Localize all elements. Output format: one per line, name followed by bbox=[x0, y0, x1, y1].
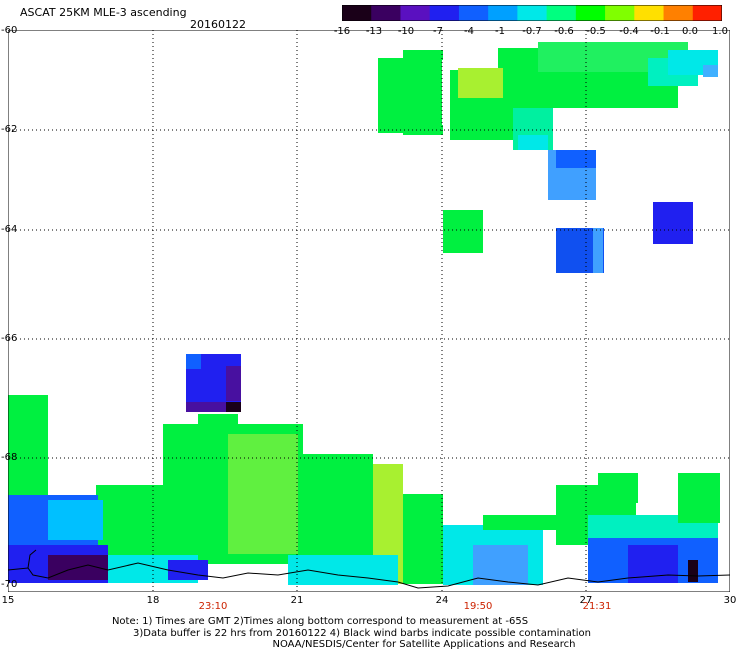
map-plot bbox=[8, 30, 730, 592]
colorbar-label: -0.1 bbox=[650, 26, 670, 37]
colorbar-segment bbox=[634, 5, 665, 21]
colorbar-segment bbox=[429, 5, 460, 21]
time-label: 19:50 bbox=[463, 601, 493, 612]
wind-cell bbox=[593, 228, 603, 273]
wind-cell bbox=[458, 68, 503, 98]
wind-cell bbox=[403, 494, 443, 584]
lat-label: -66 bbox=[1, 333, 18, 344]
wind-field bbox=[8, 42, 720, 585]
colorbar-segment bbox=[458, 5, 489, 21]
wind-cell bbox=[628, 545, 678, 583]
wind-cell bbox=[378, 58, 442, 133]
colorbar-label: 1.0 bbox=[712, 26, 728, 37]
lat-label: -64 bbox=[1, 224, 18, 235]
colorbar-label: -7 bbox=[433, 26, 443, 37]
wind-cell bbox=[48, 500, 103, 540]
wind-cell bbox=[598, 473, 638, 503]
map-date: 20160122 bbox=[190, 18, 246, 31]
colorbar bbox=[342, 5, 722, 21]
wind-cell bbox=[653, 202, 693, 244]
wind-cell bbox=[8, 395, 48, 495]
note-line-1: Note: 1) Times are GMT 2)Times along bot… bbox=[111, 616, 529, 627]
colorbar-label: -0.6 bbox=[554, 26, 574, 37]
lat-label: -68 bbox=[1, 452, 18, 463]
wind-cell bbox=[226, 402, 241, 412]
colorbar-segment bbox=[371, 5, 401, 21]
lat-label: -70 bbox=[1, 579, 18, 590]
colorbar-segment bbox=[546, 5, 577, 21]
colorbar-label: -0.7 bbox=[522, 26, 542, 37]
wind-cell bbox=[168, 560, 208, 580]
wind-cell bbox=[703, 65, 718, 77]
lon-label: 18 bbox=[146, 595, 160, 606]
wind-cell bbox=[198, 414, 238, 434]
lon-label: 21 bbox=[290, 595, 304, 606]
colorbar-segment bbox=[517, 5, 548, 21]
colorbar-segment bbox=[605, 5, 635, 21]
wind-cell bbox=[678, 473, 720, 523]
wind-cell bbox=[403, 50, 443, 60]
lat-label: -62 bbox=[1, 124, 18, 135]
wind-cell bbox=[403, 125, 443, 135]
colorbar-segment bbox=[400, 5, 431, 21]
colorbar-label: -0.5 bbox=[586, 26, 606, 37]
wind-cell bbox=[288, 555, 398, 585]
wind-cell bbox=[186, 402, 226, 412]
colorbar-label: 0.0 bbox=[682, 26, 698, 37]
wind-cell bbox=[443, 210, 483, 253]
colorbar-segment bbox=[575, 5, 606, 21]
colorbar-segment bbox=[488, 5, 518, 21]
time-label: 23:10 bbox=[198, 601, 228, 612]
colorbar-segment bbox=[342, 5, 372, 21]
wind-cell bbox=[688, 560, 698, 582]
lon-label: 24 bbox=[435, 595, 449, 606]
colorbar-label: -10 bbox=[397, 26, 415, 37]
colorbar-label: -13 bbox=[365, 26, 383, 37]
colorbar-label: -0.4 bbox=[619, 26, 639, 37]
lon-label: 15 bbox=[1, 595, 15, 606]
wind-cell bbox=[483, 515, 563, 530]
colorbar-label: -16 bbox=[333, 26, 351, 37]
grid-lines bbox=[8, 30, 730, 592]
coastline bbox=[8, 549, 730, 589]
wind-cell bbox=[186, 354, 201, 369]
colorbar-label: -4 bbox=[464, 26, 474, 37]
lat-label: -60 bbox=[1, 25, 18, 36]
colorbar-segment bbox=[663, 5, 694, 21]
colorbar-label: -1 bbox=[495, 26, 505, 37]
wind-cell bbox=[556, 150, 596, 168]
lon-label: 27 bbox=[579, 595, 593, 606]
wind-cell bbox=[226, 366, 241, 401]
note-line-2: 3)Data buffer is 22 hrs from 20160122 4)… bbox=[133, 628, 591, 639]
time-label: 21:31 bbox=[582, 601, 612, 612]
wind-cell bbox=[228, 434, 298, 554]
wind-cell bbox=[298, 454, 373, 574]
wind-cell bbox=[473, 545, 528, 585]
colorbar-segment bbox=[692, 5, 722, 21]
map-title: ASCAT 25KM MLE-3 ascending bbox=[20, 6, 187, 19]
wind-cell bbox=[518, 135, 548, 150]
note-line-3: NOAA/NESDIS/Center for Satellite Applica… bbox=[272, 639, 576, 650]
lon-label: 30 bbox=[723, 595, 737, 606]
